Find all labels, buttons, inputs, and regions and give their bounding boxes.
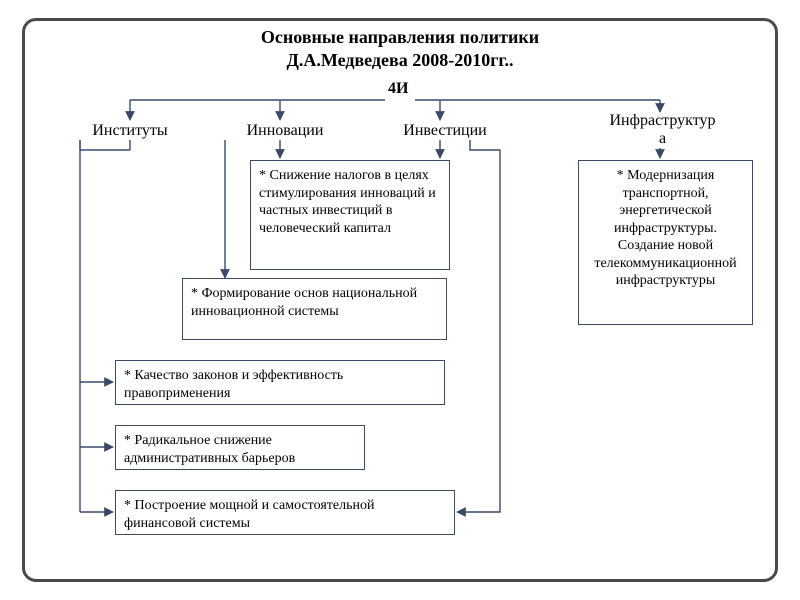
- box-law-quality: * Качество законов и эффективность право…: [115, 360, 445, 405]
- title-line-2: Д.А.Медведева 2008-2010гг..: [286, 50, 513, 70]
- category-instituty: Институты: [70, 122, 190, 140]
- title-line-1: Основные направления политики: [261, 27, 539, 47]
- box-tax-reduction: * Снижение налогов в целях стимулировани…: [250, 160, 450, 270]
- category-infrastruktura: Инфраструктур а: [580, 112, 745, 148]
- box-infrastructure-modernization: * Модернизация транспортной, энергетичес…: [578, 160, 753, 325]
- box-admin-barriers: * Радикальное снижение административных …: [115, 425, 365, 470]
- category-investitsii: Инвестиции: [385, 122, 505, 140]
- category-infrastruktura-l2: а: [659, 130, 666, 147]
- category-infrastruktura-l1: Инфраструктур: [609, 112, 715, 129]
- root-label-4i: 4И: [388, 80, 408, 98]
- category-innovatsii: Инновации: [225, 122, 345, 140]
- diagram-title: Основные направления политики Д.А.Медвед…: [0, 26, 800, 71]
- box-financial-system: * Построение мощной и самостоятельной фи…: [115, 490, 455, 535]
- box-national-innovation-system: * Формирование основ национальной иннова…: [182, 278, 447, 340]
